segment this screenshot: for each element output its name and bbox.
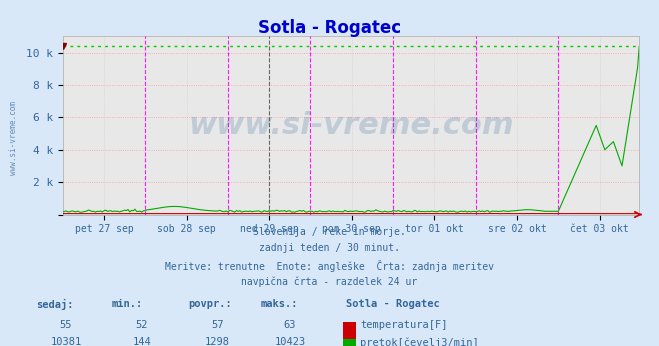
Text: Sotla - Rogatec: Sotla - Rogatec (346, 299, 440, 309)
Text: zadnji teden / 30 minut.: zadnji teden / 30 minut. (259, 243, 400, 253)
Text: Sotla - Rogatec: Sotla - Rogatec (258, 19, 401, 37)
Text: 10381: 10381 (50, 337, 82, 346)
Text: 55: 55 (60, 320, 72, 330)
Text: temperatura[F]: temperatura[F] (360, 320, 448, 330)
Text: sedaj:: sedaj: (36, 299, 74, 310)
Text: min.:: min.: (112, 299, 143, 309)
Text: 1298: 1298 (205, 337, 230, 346)
Text: maks.:: maks.: (260, 299, 298, 309)
Text: 144: 144 (132, 337, 151, 346)
Text: 52: 52 (136, 320, 148, 330)
Text: Slovenija / reke in morje.: Slovenija / reke in morje. (253, 227, 406, 237)
Text: Meritve: trenutne  Enote: angleške  Črta: zadnja meritev: Meritve: trenutne Enote: angleške Črta: … (165, 260, 494, 272)
Text: povpr.:: povpr.: (188, 299, 231, 309)
Text: navpična črta - razdelek 24 ur: navpična črta - razdelek 24 ur (241, 276, 418, 287)
Text: www.si-vreme.com: www.si-vreme.com (188, 111, 514, 140)
Text: 10423: 10423 (274, 337, 306, 346)
Text: 57: 57 (212, 320, 223, 330)
Text: pretok[čevelj3/min]: pretok[čevelj3/min] (360, 337, 479, 346)
Text: 63: 63 (284, 320, 296, 330)
Text: www.si-vreme.com: www.si-vreme.com (9, 101, 18, 175)
